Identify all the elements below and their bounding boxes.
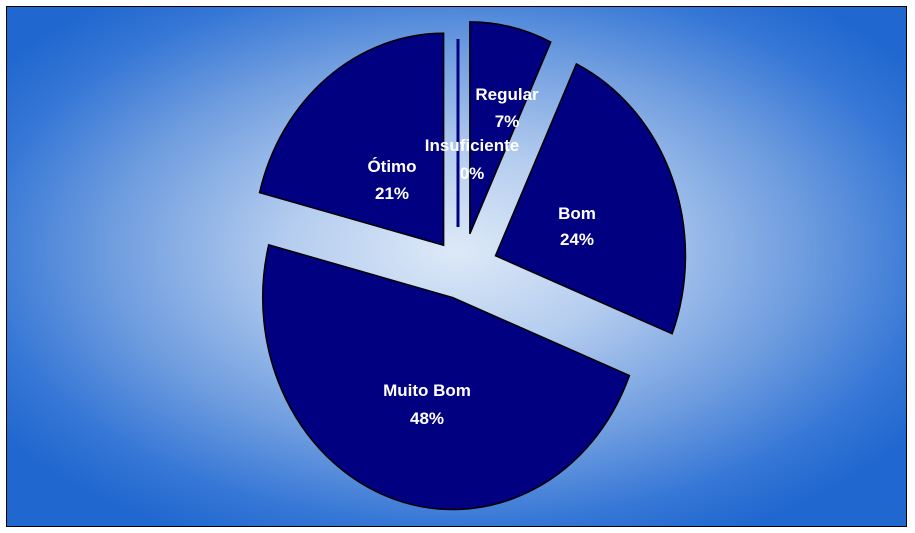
pie-slice--timo	[258, 32, 445, 247]
pie-chart: Regular 7% Bom 24% Muito Bom 48% Ótimo 2…	[258, 21, 687, 511]
label-muito-bom-name: Muito Bom	[383, 381, 471, 400]
label-insuficiente-value: 0%	[460, 164, 485, 183]
pie-slices	[258, 21, 687, 511]
label-otimo-value: 21%	[375, 184, 409, 203]
label-bom-name: Bom	[558, 204, 596, 223]
label-regular-value: 7%	[495, 112, 520, 131]
chart-area: Regular 7% Bom 24% Muito Bom 48% Ótimo 2…	[6, 6, 907, 527]
label-bom-value: 24%	[560, 230, 594, 249]
pie-slice-bom	[494, 62, 687, 335]
label-otimo-name: Ótimo	[367, 157, 416, 176]
pie-slice-regular	[469, 21, 552, 235]
pie-labels: Regular 7% Bom 24% Muito Bom 48% Ótimo 2…	[367, 85, 595, 428]
label-regular-name: Regular	[475, 85, 539, 104]
label-insuficiente-name: Insuficiente	[425, 136, 519, 155]
pie-slice-muito-bom	[262, 243, 631, 511]
label-muito-bom-value: 48%	[410, 409, 444, 428]
